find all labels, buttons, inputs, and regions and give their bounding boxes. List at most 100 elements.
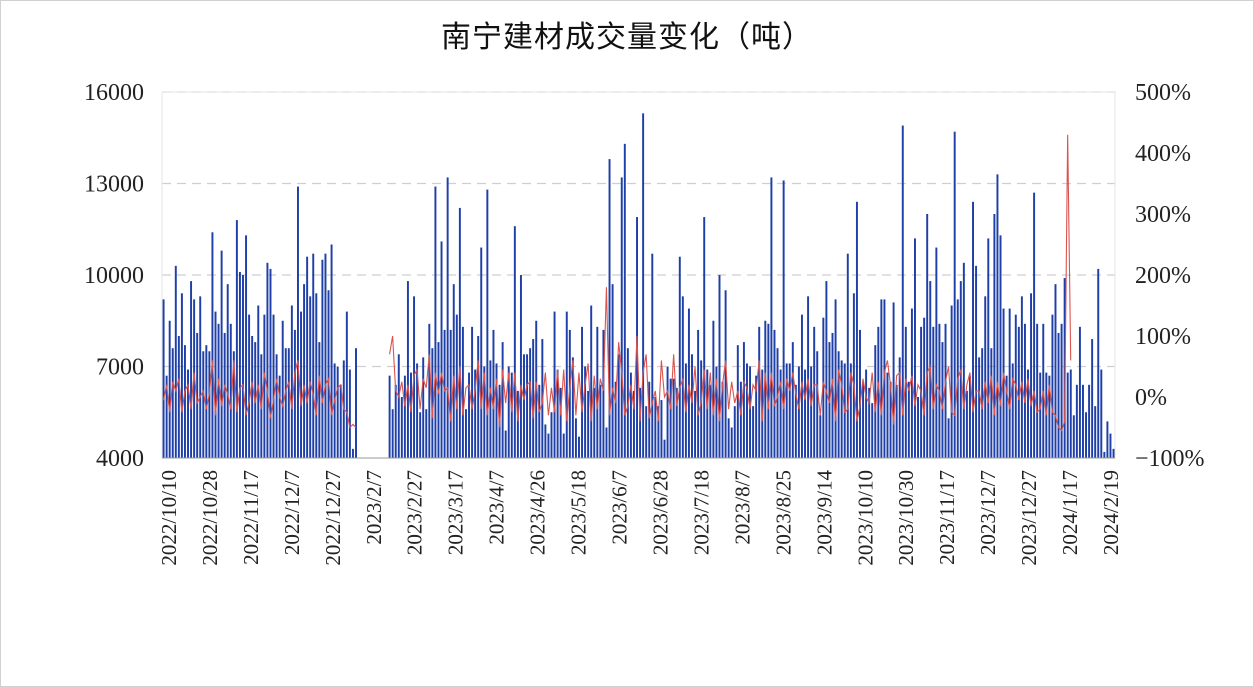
bar bbox=[981, 348, 984, 458]
bar bbox=[278, 375, 281, 458]
bar bbox=[410, 372, 412, 458]
bar bbox=[446, 177, 449, 458]
bar bbox=[984, 296, 987, 458]
bar bbox=[886, 372, 889, 458]
bar bbox=[281, 320, 284, 458]
bar bbox=[611, 284, 614, 458]
bar bbox=[489, 360, 492, 458]
bar bbox=[211, 232, 214, 458]
bar bbox=[703, 217, 706, 458]
bar bbox=[675, 387, 678, 458]
x-tick-label: 2023/5/18 bbox=[567, 470, 591, 555]
bar bbox=[694, 390, 697, 458]
x-tick-label: 2023/4/26 bbox=[526, 470, 550, 555]
left-tick-label: 7000 bbox=[96, 355, 144, 381]
bar bbox=[739, 381, 742, 458]
bar bbox=[562, 433, 565, 458]
bar bbox=[819, 415, 822, 458]
bar bbox=[880, 299, 883, 458]
bar bbox=[776, 348, 779, 458]
bar bbox=[855, 201, 858, 459]
bar bbox=[987, 238, 990, 458]
bar bbox=[330, 244, 333, 458]
bar bbox=[813, 326, 816, 458]
bar bbox=[324, 253, 327, 458]
bar bbox=[263, 314, 266, 458]
left-tick-label: 10000 bbox=[84, 263, 144, 289]
x-tick-label: 2023/8/25 bbox=[771, 470, 795, 555]
x-tick-label: 2023/12/7 bbox=[976, 470, 1000, 555]
bar bbox=[914, 238, 916, 458]
bar bbox=[791, 342, 794, 458]
bar bbox=[190, 281, 193, 458]
bar bbox=[785, 363, 788, 458]
bar bbox=[733, 406, 736, 458]
bar bbox=[1060, 323, 1063, 458]
bar bbox=[321, 259, 324, 458]
x-tick-label: 2023/8/7 bbox=[730, 470, 754, 545]
bar bbox=[700, 360, 703, 458]
bar bbox=[779, 369, 782, 458]
bar bbox=[397, 354, 400, 458]
bar bbox=[950, 305, 953, 458]
bar bbox=[599, 384, 602, 458]
bar bbox=[293, 329, 296, 458]
bar bbox=[596, 326, 599, 458]
bar bbox=[715, 366, 718, 458]
bar bbox=[257, 305, 260, 458]
bar bbox=[892, 302, 895, 458]
bar bbox=[1033, 192, 1036, 458]
bar bbox=[571, 357, 574, 458]
bar bbox=[904, 326, 907, 458]
bar bbox=[730, 427, 733, 458]
bar bbox=[782, 180, 785, 458]
bar bbox=[300, 311, 302, 458]
bar bbox=[526, 354, 529, 458]
bar bbox=[660, 400, 663, 458]
x-tick-label: 2022/10/10 bbox=[157, 470, 181, 566]
bar bbox=[547, 433, 550, 458]
bar bbox=[651, 253, 654, 458]
bar bbox=[865, 369, 868, 458]
bar bbox=[657, 406, 660, 458]
bar bbox=[923, 317, 926, 458]
bar bbox=[315, 293, 318, 458]
bar bbox=[1091, 339, 1094, 458]
bar bbox=[629, 372, 632, 458]
bar bbox=[1054, 284, 1057, 458]
bar bbox=[394, 384, 397, 458]
bar bbox=[996, 174, 999, 458]
bar-series bbox=[162, 113, 1115, 459]
bar bbox=[403, 375, 406, 458]
bar bbox=[975, 265, 978, 458]
bar bbox=[238, 271, 241, 458]
bar bbox=[248, 314, 251, 458]
bar bbox=[1020, 296, 1023, 458]
bar bbox=[620, 177, 623, 458]
bar bbox=[339, 384, 342, 458]
bar bbox=[834, 299, 837, 458]
bar bbox=[584, 366, 587, 458]
bar bbox=[898, 357, 901, 458]
bar bbox=[229, 323, 232, 458]
bar bbox=[721, 381, 724, 458]
bar bbox=[907, 381, 910, 458]
bar bbox=[666, 366, 669, 458]
bar bbox=[895, 384, 898, 458]
bar bbox=[691, 354, 693, 458]
bar bbox=[269, 268, 272, 458]
bar bbox=[632, 390, 635, 458]
bar bbox=[538, 384, 541, 458]
x-tick-label: 2023/6/7 bbox=[608, 470, 632, 545]
x-axis-ticks: 2022/10/10 2022/10/28 2022/11/17 2022/12/7 2… bbox=[157, 470, 1123, 566]
bar bbox=[1094, 406, 1097, 458]
bar bbox=[767, 323, 770, 458]
bar bbox=[242, 275, 244, 458]
bar bbox=[174, 265, 177, 458]
bar bbox=[345, 311, 348, 458]
bar bbox=[437, 342, 440, 458]
bar bbox=[764, 320, 767, 458]
bar bbox=[196, 332, 199, 458]
bar bbox=[1023, 323, 1026, 458]
